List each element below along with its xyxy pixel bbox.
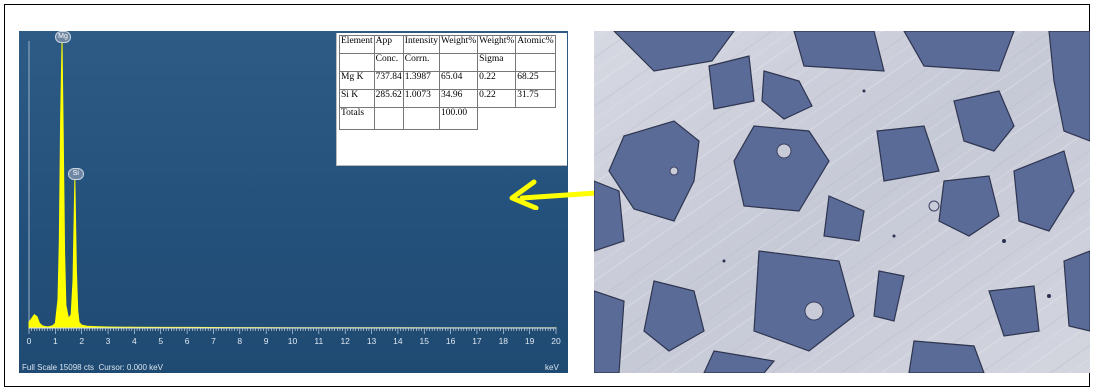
x-unit-label: keV [545, 363, 559, 372]
micrograph-image [594, 31, 1090, 373]
quant-table-box: Element App Intensity Weight% Weight% At… [336, 33, 567, 166]
table-cell: 100.00 [439, 107, 479, 130]
table-cell: Sigma [477, 53, 517, 72]
table-row: Si K 285.62 1.0073 34.96 0.22 31.75 [339, 89, 556, 108]
si-peak-label: Si [67, 167, 84, 180]
x-tick-label: 7 [211, 336, 216, 346]
table-cell [373, 107, 404, 130]
x-tick-label: 19 [525, 336, 535, 346]
x-tick-label: 0 [27, 336, 32, 346]
table-cell: 68.25 [515, 71, 556, 90]
micrograph-drawing [594, 31, 1090, 373]
table-cell [439, 53, 479, 72]
table-cell [339, 53, 375, 72]
table-cell: Mg K [339, 71, 375, 90]
x-tick-label: 2 [79, 336, 84, 346]
table-cell: Weight% [477, 35, 517, 54]
table-cell: 1.0073 [402, 89, 441, 108]
x-tick-label: 10 [288, 336, 298, 346]
table-totals-row: Totals 100.00 [339, 107, 556, 130]
x-tick-label: 4 [132, 336, 137, 346]
table-cell: 31.75 [515, 89, 556, 108]
table-cell: Weight% [439, 35, 479, 54]
x-tick-label: 5 [158, 336, 163, 346]
table-cell: 0.22 [477, 89, 517, 108]
table-header-row: Conc. Corrn. Sigma [339, 53, 556, 72]
x-tick-label: 1 [53, 336, 58, 346]
table-cell: Totals [339, 107, 375, 130]
table-cell: 34.96 [439, 89, 479, 108]
x-tick-label: 16 [446, 336, 456, 346]
table-cell: Conc. [373, 53, 404, 72]
table-header-row: Element App Intensity Weight% Weight% At… [339, 35, 556, 54]
table-cell-blank [478, 108, 516, 130]
table-cell: Intensity [402, 35, 441, 54]
spectrum-plot: 0 1 2 3 4 5 6 7 8 9 10 11 12 13 14 15 16 17 18 19 20 [27, 40, 561, 346]
x-tick-label: 20 [551, 336, 561, 346]
table-cell-blank [516, 108, 555, 130]
mg-peak-label: Mg [55, 31, 72, 43]
table-cell: Element [339, 35, 375, 54]
x-tick-label: 12 [340, 336, 350, 346]
table-cell: Atomic% [515, 35, 556, 54]
x-tick-label: 3 [106, 336, 111, 346]
x-tick-label: 15 [420, 336, 430, 346]
x-tick-label: 6 [185, 336, 190, 346]
quant-table: Element App Intensity Weight% Weight% At… [339, 35, 556, 130]
x-tick-label: 8 [237, 336, 242, 346]
table-row: Mg K 737.84 1.3987 65.04 0.22 68.25 [339, 71, 556, 90]
table-cell: 285.62 [373, 89, 404, 108]
table-cell: 65.04 [439, 71, 479, 90]
table-cell: Corrn. [402, 53, 441, 72]
status-bar: Full Scale 15098 cts Cursor: 0.000 keV [22, 363, 163, 372]
x-tick-label: 9 [264, 336, 269, 346]
table-cell: Si K [339, 89, 375, 108]
x-tick-label: 14 [393, 336, 403, 346]
x-tick-label: 17 [472, 336, 482, 346]
x-tick-label: 11 [314, 336, 323, 346]
table-cell: App [373, 35, 404, 54]
table-cell: 0.22 [477, 71, 517, 90]
x-tick-label: 18 [499, 336, 509, 346]
table-cell [402, 107, 441, 130]
table-cell [515, 53, 556, 72]
table-cell: 737.84 [373, 71, 404, 90]
x-tick-label: 13 [367, 336, 377, 346]
table-cell: 1.3987 [402, 71, 441, 90]
